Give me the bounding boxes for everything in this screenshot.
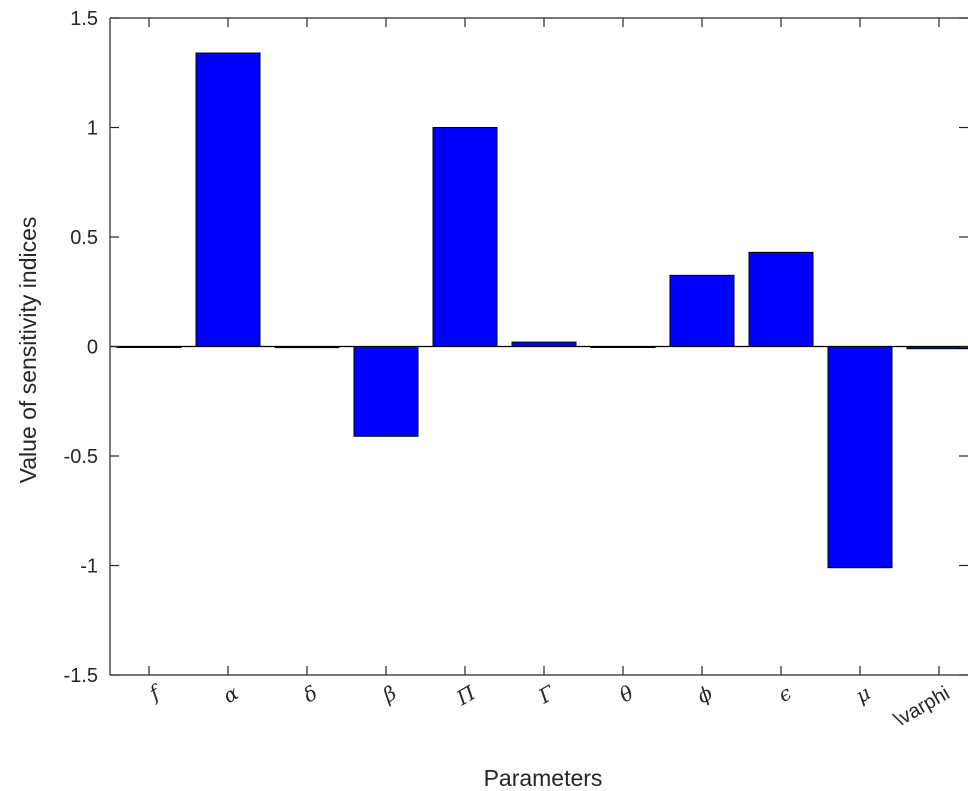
x-tick-label-2: δ (299, 681, 321, 708)
x-tick-label-4: Π (452, 680, 480, 710)
y-tick-label-1: 1 (87, 118, 98, 140)
x-tick-label-9: μ (851, 681, 874, 708)
x-axis-title: Parameters (484, 765, 603, 791)
x-tick-label-10: \varphi (891, 682, 954, 731)
x-tick-label-6: θ (615, 681, 637, 708)
x-tick-label-3: β (378, 681, 401, 708)
bars-group (116, 52, 968, 569)
x-tick-label-7: ϕ (693, 680, 717, 708)
bar-4 (432, 127, 498, 347)
y-axis-title: Value of sensitivity indices (15, 217, 41, 484)
y-tick-label-5: -1 (80, 556, 98, 578)
y-tick-label-2: 0.5 (70, 227, 98, 249)
y-tick-label-4: -0.5 (64, 446, 98, 468)
bar-7 (669, 274, 735, 348)
x-tick-label-0: f (143, 679, 166, 706)
bar-1 (195, 52, 261, 347)
bar-3 (353, 346, 419, 437)
bar-5 (511, 341, 577, 347)
x-tick-label-5: Γ (534, 680, 560, 709)
bar-9 (827, 346, 893, 569)
bar-8 (748, 251, 814, 347)
x-tick-label-8: ϵ (774, 681, 796, 707)
x-tick-label-1: α (219, 680, 243, 708)
y-tick-label-6: -1.5 (64, 665, 98, 687)
y-tick-label-0: 1.5 (70, 8, 98, 30)
y-ticks-group: 1.5 1 0.5 0 -0.5 -1 -1.5 (64, 8, 968, 687)
y-tick-label-3: 0 (87, 337, 98, 359)
